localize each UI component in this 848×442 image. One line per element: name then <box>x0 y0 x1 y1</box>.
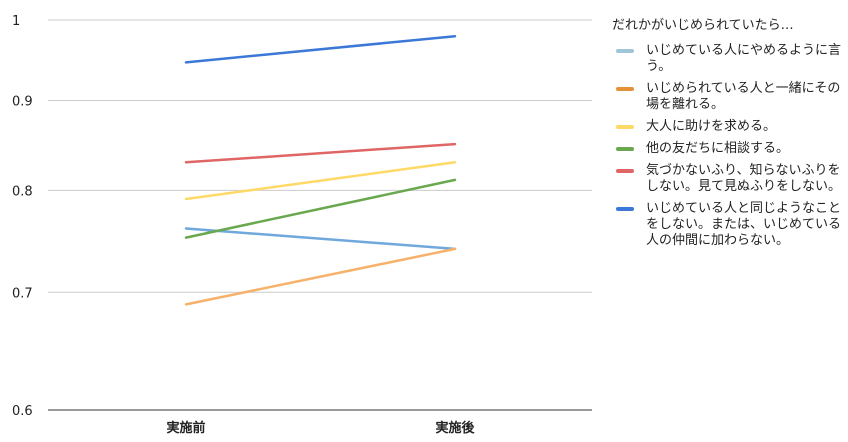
y-tick-label: 0.9 <box>12 94 33 109</box>
line-chart: 0.6 0.7 0.8 0.9 1 実施前 実施後 <box>12 14 592 436</box>
gridlines <box>48 19 592 411</box>
legend-swatch <box>616 125 634 129</box>
legend-label: 気づかないふり、知らないふりをしない。見て見ぬふりをしない。 <box>646 163 842 194</box>
legend-swatch <box>616 49 634 53</box>
legend-item-3: 大人に助けを求める。 <box>612 119 844 135</box>
legend-item-2: いじめられている人と一緒にその場を離れる。 <box>612 81 844 113</box>
y-tick-label: 0.6 <box>12 404 33 419</box>
series-line-4 <box>184 178 457 239</box>
legend-items: いじめている人にやめるように言う。 いじめられている人と一緒にその場を離れる。大人… <box>612 43 844 249</box>
x-category-label: 実施後 <box>435 420 475 436</box>
y-axis-tick-labels: 0.6 0.7 0.8 0.9 1 <box>12 14 33 419</box>
x-category-label: 実施前 <box>166 420 205 436</box>
legend-swatch <box>616 87 634 91</box>
legend-item-6: いじめている人と同じようなことをしない。または、いじめている人の仲間に加わらない… <box>612 201 844 249</box>
legend-item-5: 気づかないふり、知らないふりをしない。見て見ぬふりをしない。 <box>612 163 844 195</box>
series-line-2 <box>184 247 457 306</box>
legend-label: 他の友だちに相談する。 <box>646 141 790 156</box>
x-axis-category-labels: 実施前 実施後 <box>166 420 475 436</box>
legend-label: いじめている人と同じようなことをしない。または、いじめている人の仲間に加わらない… <box>646 201 842 248</box>
series-line-3 <box>184 161 457 201</box>
legend-label: いじめられている人と一緒にその場を離れる。 <box>646 81 841 112</box>
legend-item-4: 他の友だちに相談する。 <box>612 141 844 157</box>
legend-label: いじめている人にやめるように言う。 <box>646 43 842 74</box>
series-line-1 <box>184 227 457 251</box>
series-lines <box>184 34 457 306</box>
legend: だれかがいじめられていたら… いじめている人にやめるように言う。 いじめられている… <box>612 14 844 255</box>
legend-item-1: いじめている人にやめるように言う。 <box>612 43 844 75</box>
series-line-6 <box>184 34 457 64</box>
legend-label: 大人に助けを求める。 <box>646 119 777 134</box>
y-tick-label: 1 <box>12 14 20 29</box>
y-tick-label: 0.8 <box>12 184 33 199</box>
legend-swatch <box>616 169 634 173</box>
legend-swatch <box>616 147 634 151</box>
y-tick-label: 0.7 <box>12 286 33 301</box>
series-line-5 <box>184 142 457 164</box>
legend-title: だれかがいじめられていたら… <box>612 18 794 33</box>
legend-swatch <box>616 207 634 211</box>
